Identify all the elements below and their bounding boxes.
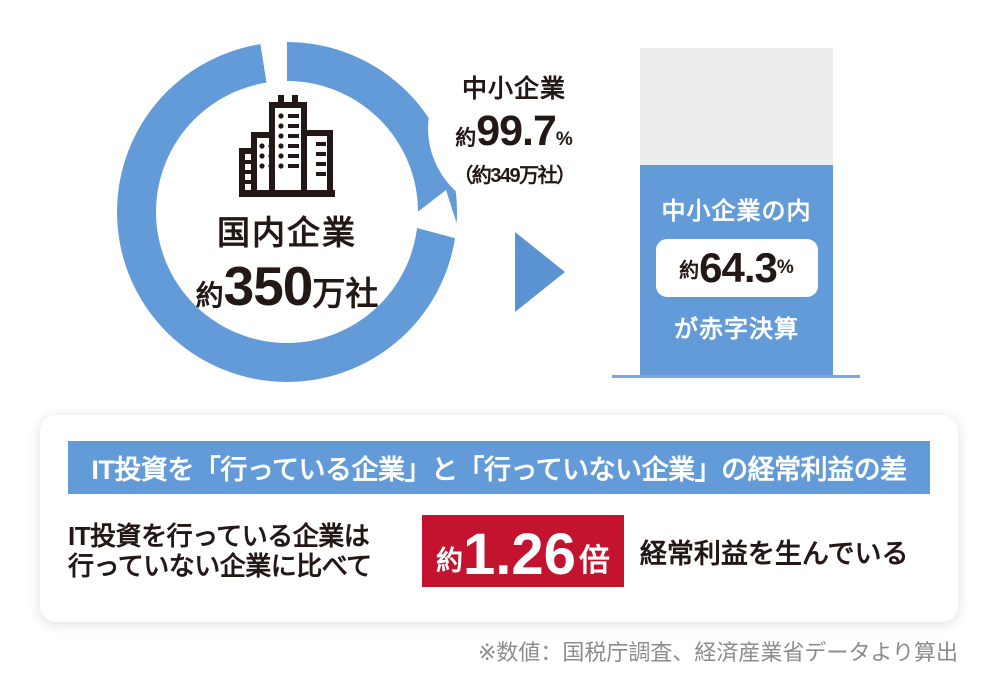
ratio-number: 1.26 [463,521,576,587]
ratio-badge: 約 1.26 倍 [422,515,624,587]
bubble-subtitle: （約349万社） [453,164,576,187]
deficit-value-number: 64.3 [699,244,778,292]
deficit-value-prefix: 約 [679,259,700,282]
right-arrow-icon [515,232,565,312]
bubble-value: 約 99.7% [455,107,573,156]
deficit-bar-chart: 中小企業の内 約 64.3% が赤字決算 [640,48,833,377]
statement-left: IT投資を行っている企業は 行っていない企業に比べて [68,521,422,581]
donut-value: 約 350 万社 [196,254,379,318]
sme-share-bubble: 中小企業 約 99.7% （約349万社） [428,42,600,214]
deficit-value-unit: % [776,257,794,279]
donut-value-prefix: 約 [195,280,224,311]
statement-right: 経常利益を生んでいる [639,538,909,569]
donut-label: 国内企業 [217,214,357,251]
ratio-prefix: 約 [436,545,463,576]
statement-left-line1: IT投資を行っている企業は [68,521,370,551]
panel-banner: IT投資を「行っている企業」と「行っていない企業」の経常利益の差 [68,441,930,494]
bubble-value-unit: % [555,128,573,150]
ratio-unit: 倍 [578,542,610,578]
bubble-value-prefix: 約 [455,126,477,150]
bar-label-bottom: が赤字決算 [674,316,799,344]
bubble-value-number: 99.7 [476,106,557,155]
donut-chart: 国内企業 約 350 万社 [117,42,457,382]
it-investment-panel: IT投資を「行っている企業」と「行っていない企業」の経常利益の差 IT投資を行っ… [40,415,958,622]
donut-value-suffix: 万社 [312,275,379,312]
statement-left-line2: 行っていない企業に比べて [68,551,372,581]
bar-baseline [612,375,860,378]
source-footnote: ※数値：国税庁調査、経済産業省データより算出 [478,640,958,665]
bubble-title: 中小企業 [461,74,566,103]
donut-center-label: 国内企業 約 350 万社 [117,94,457,318]
donut-value-number: 350 [223,255,314,317]
bar-deficit-segment: 中小企業の内 約 64.3% が赤字決算 [640,165,833,377]
bar-remainder-segment [640,48,833,166]
panel-statement-row: IT投資を行っている企業は 行っていない企業に比べて 約 1.26 倍 経常利益を生… [68,515,930,587]
bar-label-top: 中小企業の内 [661,198,812,226]
deficit-value-chip: 約 64.3% [655,239,818,298]
buildings-icon [239,95,335,197]
